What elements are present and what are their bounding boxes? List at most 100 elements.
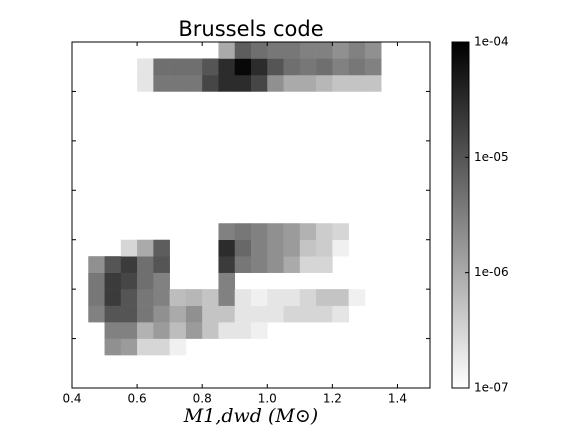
heat-cell — [348, 42, 366, 59]
colorbar-tick-label: 1e-04 — [474, 35, 509, 49]
heat-cell — [104, 256, 122, 273]
heat-cell — [283, 256, 301, 273]
heat-cell — [234, 74, 252, 92]
heat-cell — [316, 239, 333, 257]
heat-cell — [267, 239, 284, 257]
heat-cell — [120, 322, 138, 339]
heat-cell — [120, 239, 138, 257]
heat-cell — [218, 42, 236, 59]
heat-cell — [283, 239, 301, 257]
heat-cell — [234, 305, 252, 323]
heat-cell — [267, 289, 284, 306]
heat-cell — [185, 74, 203, 92]
heat-cell — [234, 223, 252, 241]
heat-cell — [251, 58, 268, 76]
heat-cell — [348, 58, 366, 76]
heat-cell — [234, 322, 252, 339]
plot-frame — [71, 41, 431, 389]
heat-cell — [218, 289, 236, 306]
heat-cell — [137, 74, 154, 92]
heat-cell — [88, 272, 105, 290]
heat-cell — [137, 239, 154, 257]
heat-cell — [169, 58, 187, 76]
heat-cell — [316, 74, 333, 92]
heat-cell — [88, 305, 105, 323]
heat-cell — [267, 58, 284, 76]
heat-cell — [137, 256, 154, 273]
heat-cell — [299, 58, 317, 76]
heat-cell — [202, 322, 219, 339]
heat-cell — [185, 289, 203, 306]
heat-cell — [332, 58, 349, 76]
heat-cell — [283, 74, 301, 92]
heat-cell — [251, 239, 268, 257]
heat-cell — [202, 305, 219, 323]
heat-cell — [316, 289, 333, 306]
heat-cell — [316, 256, 333, 273]
heat-cell — [153, 74, 170, 92]
heat-cell — [169, 338, 187, 356]
heat-cell — [283, 223, 301, 241]
x-tick-label: 0.6 — [128, 392, 147, 406]
heat-cell — [316, 223, 333, 241]
heat-cell — [88, 289, 105, 306]
heat-cell — [251, 42, 268, 59]
heat-cell — [185, 305, 203, 323]
heat-cell — [88, 256, 105, 273]
heat-cell — [104, 289, 122, 306]
heat-cell — [299, 256, 317, 273]
heat-cell — [234, 289, 252, 306]
heat-cell — [104, 272, 122, 290]
heat-cell — [153, 289, 170, 306]
colorbar — [451, 41, 470, 389]
x-tick-label: 0.4 — [62, 392, 81, 406]
colorbar-tick-label: 1e-07 — [474, 381, 509, 395]
heat-cell — [299, 42, 317, 59]
heat-cell — [234, 42, 252, 59]
heat-cell — [153, 239, 170, 257]
heat-cell — [251, 305, 268, 323]
heat-cell — [153, 322, 170, 339]
heat-cell — [316, 58, 333, 76]
x-tick-label: 1.4 — [388, 392, 407, 406]
heat-cell — [364, 58, 382, 76]
heat-cell — [137, 272, 154, 290]
heat-cell — [234, 58, 252, 76]
heat-cell — [120, 305, 138, 323]
heat-cell — [137, 289, 154, 306]
heat-cell — [267, 223, 284, 241]
heat-cell — [218, 58, 236, 76]
heat-cell — [104, 338, 122, 356]
heat-cell — [299, 289, 317, 306]
heat-cell — [332, 42, 349, 59]
heat-cell — [251, 256, 268, 273]
heat-cell — [120, 256, 138, 273]
heat-cell — [185, 58, 203, 76]
heat-cell — [283, 305, 301, 323]
heat-cell — [137, 322, 154, 339]
heat-cell — [120, 289, 138, 306]
heat-cell — [120, 272, 138, 290]
heat-cell — [169, 322, 187, 339]
heat-cell — [299, 74, 317, 92]
heat-cell — [364, 42, 382, 59]
heat-cell — [332, 289, 349, 306]
heat-cell — [348, 74, 366, 92]
heat-cell — [251, 322, 268, 339]
heat-cell — [316, 305, 333, 323]
heat-cell — [218, 256, 236, 273]
heat-cell — [218, 239, 236, 257]
heat-cell — [169, 74, 187, 92]
heat-cell — [169, 305, 187, 323]
heat-cell — [283, 58, 301, 76]
heat-cell — [267, 305, 284, 323]
heat-cell — [153, 256, 170, 273]
heat-cell — [218, 74, 236, 92]
heat-cell — [251, 74, 268, 92]
heat-cell — [283, 289, 301, 306]
heat-cell — [267, 42, 284, 59]
heat-cell — [218, 272, 236, 290]
heat-cell — [202, 289, 219, 306]
heat-cell — [251, 289, 268, 306]
